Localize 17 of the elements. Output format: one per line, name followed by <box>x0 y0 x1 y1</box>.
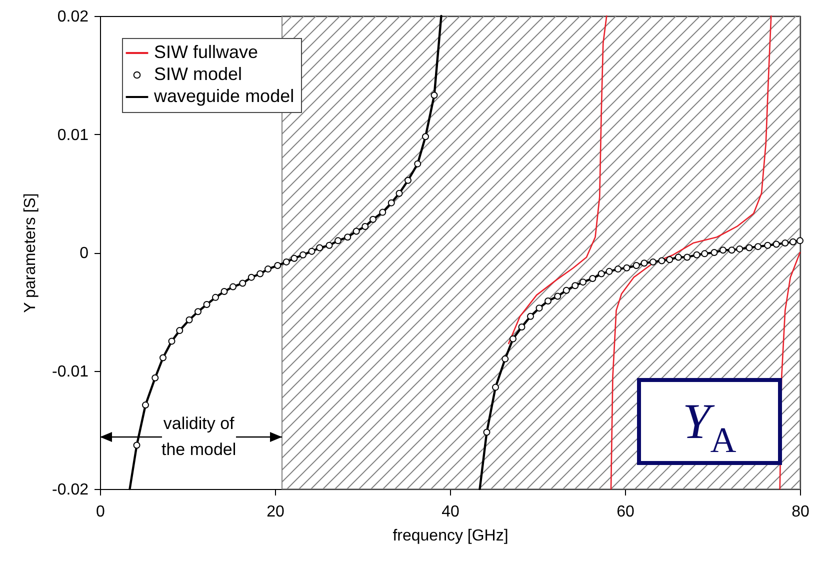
x-tick-label: 80 <box>792 504 810 520</box>
annotation: Y$_{A}$ <box>682 393 736 460</box>
x-axis-title: frequency [GHz] <box>392 528 508 544</box>
y-tick-label: -0.02 <box>52 482 89 498</box>
y-axis-title: Y parameters [S] <box>22 193 40 313</box>
legend-label: waveguide model <box>153 86 294 106</box>
y-tick-label: 0 <box>80 245 89 262</box>
band-label: validity of the model <box>162 410 236 463</box>
x-tick-label: 60 <box>616 504 634 520</box>
legend-label: SIW fullwave <box>154 42 258 62</box>
y-tick-label: -0.01 <box>52 363 89 380</box>
x-tick-label: 0 <box>96 504 106 520</box>
y-tick-label: 0.01 <box>57 126 89 144</box>
y-tick-label: 0.02 <box>57 8 89 26</box>
legend-label: SIW model <box>154 64 242 84</box>
x-tick-label: 20 <box>266 504 284 520</box>
x-tick-label: 40 <box>442 504 460 520</box>
